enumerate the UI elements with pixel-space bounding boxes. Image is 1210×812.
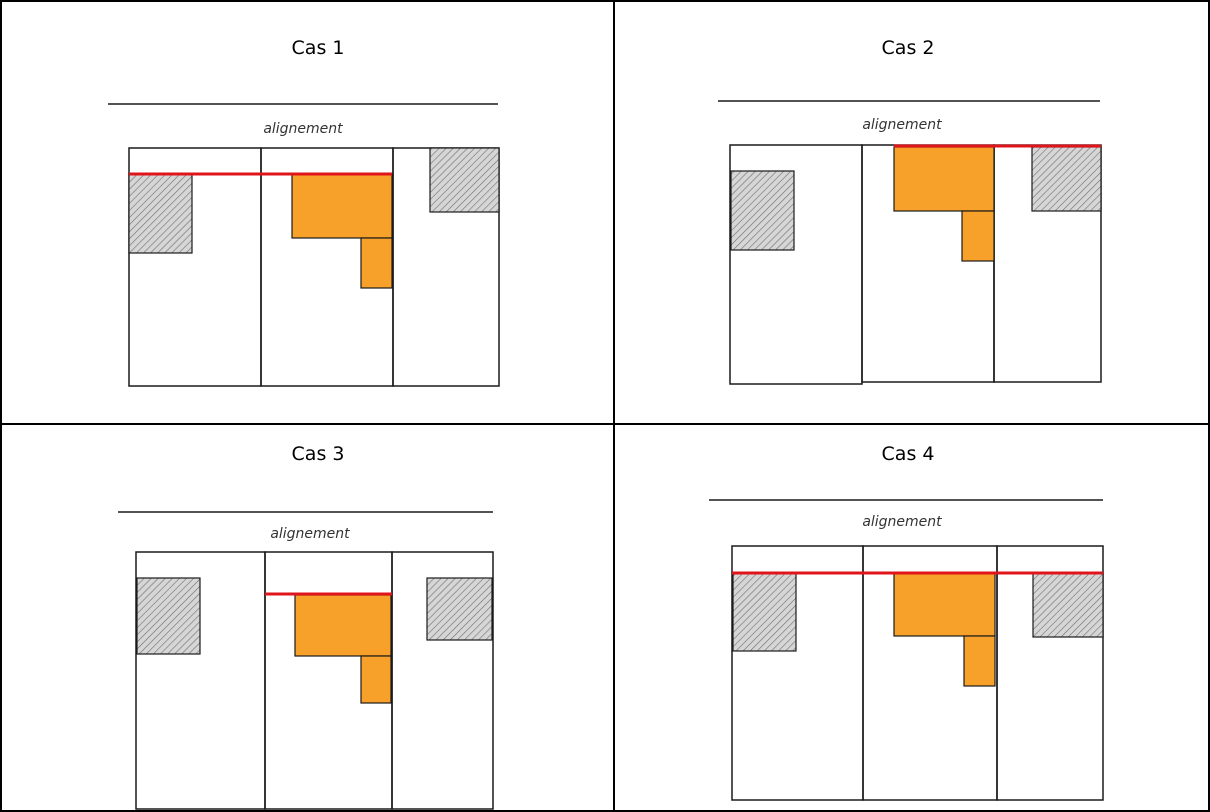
alignment-label: alignement <box>862 514 942 530</box>
project-building-annex <box>961 210 995 262</box>
neighbor-building-left <box>732 572 797 652</box>
alignment-label: alignement <box>270 526 350 542</box>
neighbor-building-left <box>730 170 795 251</box>
project-building-main <box>291 173 393 239</box>
neighbor-building-right <box>1031 146 1102 212</box>
alignment-label: alignement <box>263 121 343 137</box>
case-1-title: Cas 1 <box>291 37 345 59</box>
grid-border-left <box>0 0 2 812</box>
case-2-diagram: alignement <box>718 100 1102 385</box>
neighbor-building-right <box>1032 572 1104 638</box>
grid-border-top <box>0 0 1210 2</box>
grid-divider-vertical <box>613 0 615 812</box>
parcel-right <box>996 545 1104 801</box>
project-building-annex <box>360 655 392 704</box>
grid-divider-horizontal <box>0 423 1210 425</box>
project-building-main <box>893 572 996 637</box>
case-4-title: Cas 4 <box>881 443 935 465</box>
case-3-title: Cas 3 <box>291 443 345 465</box>
case-2-title: Cas 2 <box>881 37 935 59</box>
neighbor-building-right <box>429 147 500 213</box>
grid-border-bottom <box>0 810 1210 812</box>
neighbor-building-left <box>136 577 201 655</box>
case-3-diagram: alignement <box>118 511 494 810</box>
case-1-diagram: alignement <box>108 103 500 387</box>
case-4-diagram: alignement <box>709 499 1104 801</box>
parcel-right <box>391 551 494 810</box>
project-building-main <box>294 594 392 657</box>
project-building-main <box>893 146 995 212</box>
grid-border-right <box>1208 0 1210 812</box>
alignment-label: alignement <box>862 117 942 133</box>
project-building-annex <box>963 635 996 687</box>
project-building-annex <box>360 237 393 289</box>
neighbor-building-left <box>128 173 193 254</box>
neighbor-building-right <box>426 577 493 641</box>
